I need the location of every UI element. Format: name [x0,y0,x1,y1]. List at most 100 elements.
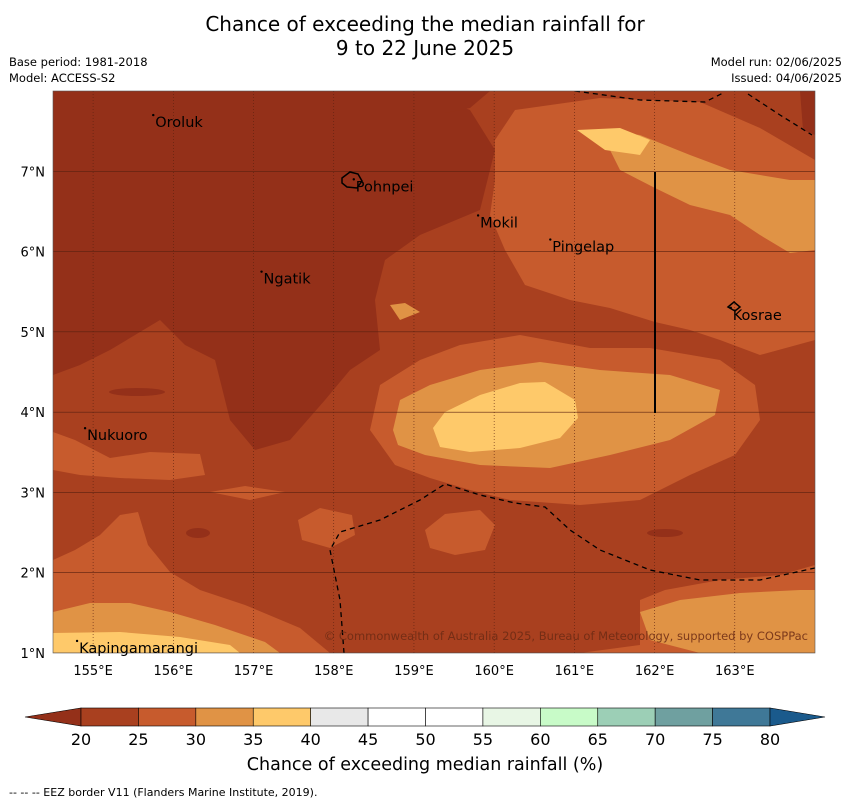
colorbar-bin [367,707,426,727]
pohnpei-island-outline [341,171,363,189]
issued-label: Issued: 04/06/2025 [731,71,842,85]
colorbar-bin [540,707,599,727]
colorbar-bins [24,707,826,727]
lat-tick-label: 2°N [21,567,46,582]
colorbar-title: Chance of exceeding median rainfall (%) [246,755,604,775]
lat-tick-label: 3°N [21,486,46,501]
lat-tick-label: 5°N [21,326,46,341]
field-30-35-small [390,303,420,320]
colorbar-bin [597,707,656,727]
copyright-notice: © Commonwealth of Australia 2025, Bureau… [324,629,808,643]
colorbar-tick-labels: 20 25 30 35 40 45 50 55 60 65 70 75 80 [71,730,780,749]
colorbar-tick-label: 60 [530,730,550,749]
place-label: Pohnpei [356,179,414,195]
field-35-40-centre [433,382,578,452]
colorbar-bin [80,707,139,727]
colorbar-tick-label: 70 [645,730,665,749]
lon-tick-label: 156°E [154,664,194,679]
place-marker [83,427,87,430]
rainfall-map: 7°N 6°N 5°N 4°N 3°N 2°N 1°N 155°E 156°E 157°E 158… [21,90,816,679]
lat-tick-label: 7°N [21,165,46,180]
map-title: Chance of exceeding the median rainfall … [0,12,850,60]
colorbar-tick-label: 30 [186,730,206,749]
place-label: Mokil [480,215,518,231]
colorbar-bin [195,707,254,727]
place-label: Nukuoro [87,428,148,444]
place-marker [352,178,355,181]
graticule [53,91,815,653]
lon-tick-label: 162°E [635,664,675,679]
title-line-1: Chance of exceeding the median rainfall … [205,12,645,36]
meta-left: Base period: 1981-2018 Model: ACCESS-S2 [9,54,148,86]
field-below-25-blob-1 [109,388,165,396]
field-below-25-west [53,91,495,450]
colorbar-tick-label: 45 [358,730,378,749]
colorbar-tick-label: 75 [702,730,722,749]
place-label: Oroluk [155,115,203,131]
colorbar-bin [482,707,541,727]
colorbar-tick-label: 65 [588,730,608,749]
place-marker [729,306,732,309]
longitude-tick-labels: 155°E 156°E 157°E 158°E 159°E 160°E 161°E 162°E… [73,664,754,679]
colorbar-bin [252,707,311,727]
field-35-40-ne [577,128,650,155]
field-35-40-south [53,632,240,653]
field-25-30-west [53,432,205,480]
meta-right: Model run: 02/06/2025 Issued: 04/06/2025 [711,54,842,86]
place-marker [75,639,79,643]
place-marker [476,214,480,217]
lon-tick-label: 157°E [234,664,274,679]
map-field [53,91,815,653]
field-below-25-north [420,91,490,113]
colorbar-tick-label: 25 [128,730,148,749]
colorbar-tick-label: 35 [243,730,263,749]
place-marker [549,238,552,241]
place-label: Pingelap [552,240,614,256]
model-run-label: Model run: 02/06/2025 [710,55,842,69]
lat-tick-label: 4°N [21,406,46,421]
place-label: Kosrae [733,308,782,324]
model-label: Model: ACCESS-S2 [9,71,116,85]
place-labels: Oroluk Pohnpei Mokil Pingelap Ngatik Kosrae Nu… [75,113,782,657]
field-below-25-ne [800,91,815,135]
colorbar-tick-label: 55 [473,730,493,749]
lon-tick-label: 163°E [715,664,755,679]
colorbar-over-arrow [769,707,826,727]
colorbar-bin [425,707,484,727]
place-marker [152,113,155,117]
colorbar-under-arrow [24,707,82,727]
title-line-2: 9 to 22 June 2025 [335,36,515,60]
colorbar-bin [138,707,197,727]
place-label: Kapingamarangi [79,641,198,657]
colorbar-bin [654,707,713,727]
place-label: Ngatik [264,272,312,288]
field-25-30-ne [490,98,815,355]
field-30-35-ne [600,130,815,253]
colorbar-bin [712,707,771,727]
lat-tick-label: 1°N [21,647,46,662]
colorbar: 20 25 30 35 40 45 50 55 60 65 70 75 80 [24,707,826,749]
colorbar-tick-label: 40 [300,730,320,749]
field-below-25-blob-3 [647,529,683,537]
field-25-30-south-2 [425,510,495,555]
field-below-25-blob-2 [186,528,210,538]
lon-tick-label: 158°E [314,664,354,679]
lon-tick-label: 155°E [73,664,113,679]
eez-note: -- -- -- EEZ border V11 (Flanders Marine… [9,786,318,799]
field-30-35-se [640,590,815,653]
place-marker [260,270,263,273]
field-25-30-small [210,486,285,500]
lon-tick-label: 161°E [555,664,595,679]
lon-tick-label: 160°E [474,664,514,679]
colorbar-tick-label: 20 [71,730,91,749]
eez-border-ne [747,93,813,136]
colorbar-tick-label: 80 [760,730,780,749]
colorbar-bin [310,707,369,727]
map-frame [52,90,816,654]
kosrae-island-outline [726,301,742,312]
latitude-tick-labels: 7°N 6°N 5°N 4°N 3°N 2°N 1°N [21,165,46,662]
lon-tick-label: 159°E [394,664,434,679]
lat-tick-label: 6°N [21,246,46,261]
base-period-label: Base period: 1981-2018 [9,55,148,69]
field-25-30-south-1 [298,508,355,548]
